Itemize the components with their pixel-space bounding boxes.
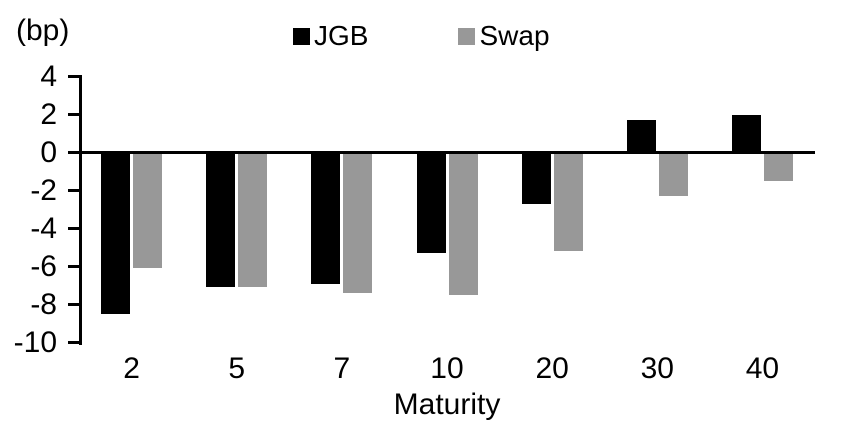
x-label-30: 30 xyxy=(640,352,674,385)
x-label-20: 20 xyxy=(535,352,569,385)
y-tick xyxy=(68,113,81,116)
y-tick-label: -6 xyxy=(30,249,57,283)
y-tick xyxy=(68,189,81,192)
legend-item-swap: Swap xyxy=(458,19,550,53)
bar-jgb-30 xyxy=(626,120,656,153)
y-axis-unit-label: (bp) xyxy=(16,14,70,47)
bar-swap-40 xyxy=(763,152,793,181)
y-axis-line xyxy=(79,75,82,345)
y-tick xyxy=(68,265,81,268)
y-tick-label: 2 xyxy=(40,97,57,131)
y-tick xyxy=(68,303,81,306)
y-tick-label: 0 xyxy=(40,135,57,169)
bar-swap-7 xyxy=(343,152,373,294)
bar-swap-5 xyxy=(238,152,268,288)
bar-swap-10 xyxy=(448,152,478,295)
x-axis-title: Maturity xyxy=(393,388,501,421)
legend-label: Swap xyxy=(479,20,550,51)
y-tick-label: -2 xyxy=(30,173,57,207)
y-tick xyxy=(68,341,81,344)
bar-jgb-20 xyxy=(521,152,551,204)
legend-swatch-swap xyxy=(458,27,476,45)
x-label-10: 10 xyxy=(430,352,464,385)
x-label-2: 2 xyxy=(123,352,140,385)
bar-jgb-10 xyxy=(416,152,446,254)
x-label-7: 7 xyxy=(333,352,351,385)
x-zero-line xyxy=(79,151,815,154)
bar-jgb-7 xyxy=(311,152,341,284)
legend: JGB Swap xyxy=(293,18,550,54)
y-tick xyxy=(68,75,81,78)
y-tick-label: -4 xyxy=(30,211,57,245)
x-label-5: 5 xyxy=(228,352,246,385)
y-tick-label: 4 xyxy=(40,59,57,93)
legend-item-jgb: JGB xyxy=(293,19,368,53)
y-tick-label: -10 xyxy=(13,325,57,359)
y-tick xyxy=(68,227,81,230)
bar-swap-20 xyxy=(553,152,583,252)
bar-jgb-5 xyxy=(206,152,236,288)
bar-jgb-2 xyxy=(101,152,131,314)
bar-swap-30 xyxy=(658,152,688,197)
legend-label: JGB xyxy=(314,20,369,51)
bar-jgb-40 xyxy=(731,114,761,153)
x-label-40: 40 xyxy=(745,352,780,385)
y-tick-label: -8 xyxy=(30,287,57,321)
bar-swap-2 xyxy=(133,152,163,269)
y-tick xyxy=(68,151,81,154)
legend-swatch-jgb xyxy=(293,27,310,45)
